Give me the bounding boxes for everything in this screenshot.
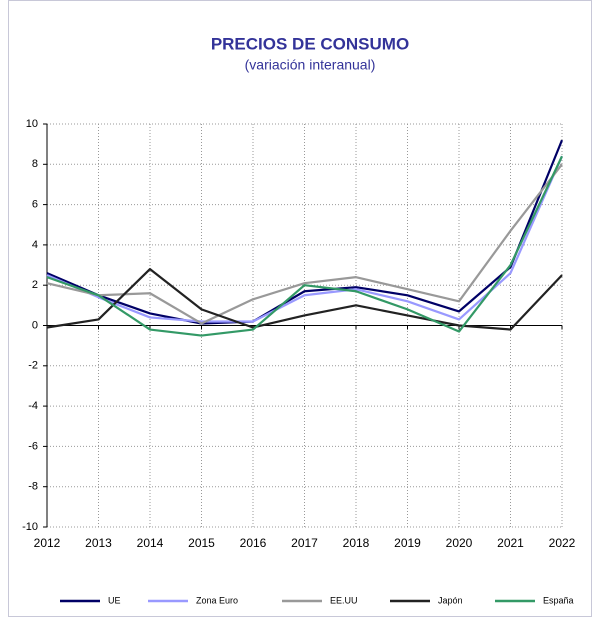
series-line [46, 139, 564, 325]
chart-subtitle: (variación interanual) [245, 57, 376, 73]
x-tick-label: 2012 [34, 536, 61, 550]
y-tick-label: -4 [28, 400, 38, 412]
x-tick-label: 2014 [137, 536, 164, 550]
x-tick-label: 2016 [240, 536, 267, 550]
y-tick-label: 2 [32, 279, 38, 291]
y-tick-label: -10 [22, 521, 38, 533]
x-tick-label: 2015 [188, 536, 215, 550]
series-line [46, 155, 564, 323]
frame [8, 0, 592, 617]
y-tick-label: -6 [28, 440, 38, 452]
x-tick-label: 2021 [497, 536, 524, 550]
x-tick-label: 2020 [446, 536, 473, 550]
y-tick-label: -2 [28, 360, 38, 372]
legend-label: UE [108, 595, 121, 605]
legend-label: España [543, 595, 574, 605]
y-tick-label: 8 [32, 158, 38, 170]
y-tick-label: 10 [26, 118, 38, 130]
y-tick-label: 4 [32, 239, 38, 251]
x-tick-label: 2018 [343, 536, 370, 550]
y-tick-label: 6 [32, 199, 38, 211]
x-tick-label: 2019 [394, 536, 421, 550]
y-tick-label: 0 [32, 319, 38, 331]
legend-label: EE.UU [330, 595, 358, 605]
x-tick-label: 2017 [291, 536, 318, 550]
legend-label: Zona Euro [196, 595, 238, 605]
chart-title: PRECIOS DE CONSUMO [211, 34, 409, 53]
legend-label: Japón [438, 595, 463, 605]
y-tick-label: -8 [28, 481, 38, 493]
series-line [46, 163, 563, 325]
series-line [46, 267, 563, 331]
x-tick-label: 2013 [85, 536, 112, 550]
series-line [46, 155, 563, 337]
x-tick-label: 2022 [549, 536, 576, 550]
